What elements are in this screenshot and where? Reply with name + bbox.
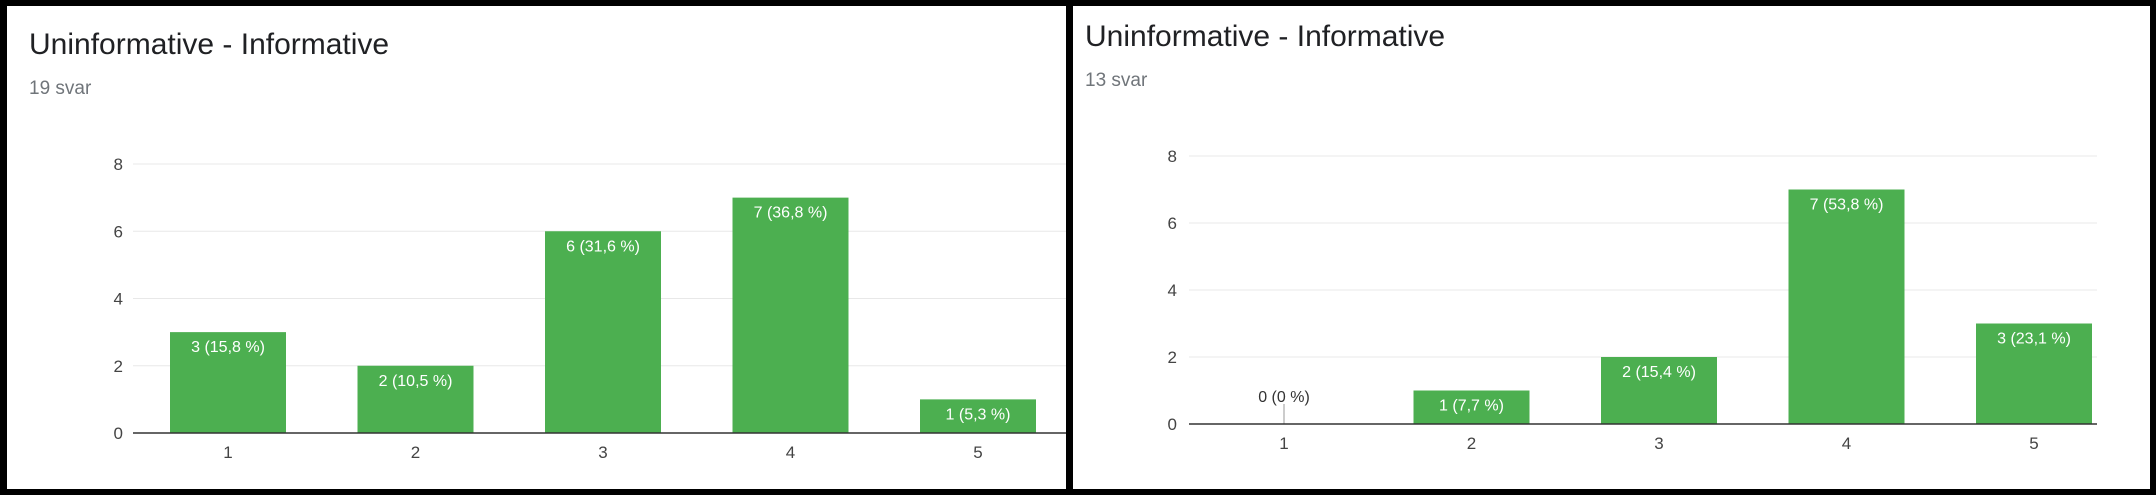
data-label: 2 (15,4 %) xyxy=(1622,364,1696,381)
response-count: 19 svar xyxy=(29,78,92,99)
y-tick-label: 2 xyxy=(1168,348,1177,367)
data-label: 7 (53,8 %) xyxy=(1810,197,1884,214)
y-tick-label: 0 xyxy=(114,424,123,443)
data-label: 0 (0 %) xyxy=(1258,389,1310,406)
bar-chart: 0 2 4 6 8 3 (15,8 %) 1 2 (10,5 %) 2 6 (31,6 %) 3 7 … xyxy=(114,155,1066,462)
x-tick-label: 3 xyxy=(1654,434,1663,453)
bar xyxy=(732,197,849,433)
data-label: 2 (10,5 %) xyxy=(379,373,453,390)
data-label: 1 (7,7 %) xyxy=(1439,398,1504,415)
bar xyxy=(1601,357,1717,424)
data-label: 3 (23,1 %) xyxy=(1997,331,2071,348)
y-tick-label: 8 xyxy=(1168,147,1177,166)
x-tick-label: 5 xyxy=(2029,434,2038,453)
bar xyxy=(1976,323,2092,424)
bar xyxy=(920,399,1036,433)
bar xyxy=(170,332,286,433)
bar-chart: 0 2 4 6 8 0 (0 %) 1 1 (7,7 %) 2 2 (15,4 %) 3 7 (53,… xyxy=(1168,147,2097,453)
data-label: 3 (15,8 %) xyxy=(191,339,265,356)
y-tick-label: 8 xyxy=(114,155,123,174)
y-tick-label: 6 xyxy=(1168,214,1177,233)
x-tick-label: 2 xyxy=(411,443,420,462)
y-tick-label: 2 xyxy=(114,357,123,376)
bar xyxy=(545,231,661,433)
y-tick-label: 4 xyxy=(114,290,123,309)
chart-title: Uninformative - Informative xyxy=(1085,20,1446,53)
x-tick-label: 4 xyxy=(786,443,795,462)
chart-panel-left: Uninformative - Informative 19 svar 0 2 4 6… xyxy=(7,6,1066,489)
bar xyxy=(1413,390,1530,424)
x-tick-label: 3 xyxy=(598,443,607,462)
x-tick-label: 5 xyxy=(973,443,982,462)
y-tick-label: 0 xyxy=(1168,415,1177,434)
bar xyxy=(357,365,474,433)
x-tick-label: 1 xyxy=(1279,434,1288,453)
chart-panel-right: Uninformative - Informative 13 svar 0 2 4 6… xyxy=(1073,6,2150,489)
bar xyxy=(1788,189,1905,424)
data-label: 6 (31,6 %) xyxy=(566,238,640,255)
x-tick-label: 1 xyxy=(223,443,232,462)
x-tick-label: 4 xyxy=(1842,434,1851,453)
response-count: 13 svar xyxy=(1085,70,1148,91)
chart-title: Uninformative - Informative xyxy=(29,28,390,61)
y-tick-label: 6 xyxy=(114,222,123,241)
x-tick-label: 2 xyxy=(1467,434,1476,453)
data-label: 1 (5,3 %) xyxy=(946,406,1011,423)
y-tick-label: 4 xyxy=(1168,281,1177,300)
data-label: 7 (36,8 %) xyxy=(754,205,828,222)
